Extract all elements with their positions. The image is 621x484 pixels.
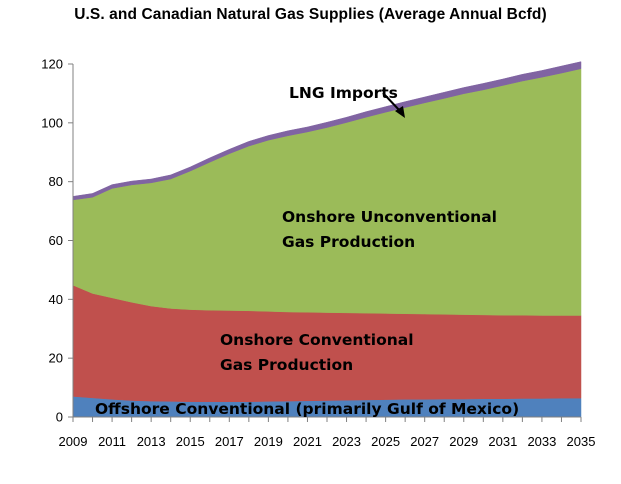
y-tick-label: 80 (49, 174, 63, 189)
x-tick-label: 2011 (98, 434, 126, 449)
area-onshore-unconventional-gas-production (72, 68, 582, 316)
y-tick-label: 120 (41, 57, 63, 72)
y-tick-label: 40 (49, 292, 63, 307)
x-tick-label: 2027 (410, 434, 439, 449)
y-tick-label: 60 (49, 233, 63, 248)
y-tick-label: 0 (56, 410, 63, 425)
x-tick-label: 2029 (449, 434, 478, 449)
area-labels: LNG Imports Onshore Unconventional Gas P… (95, 84, 519, 418)
x-tick-label: 2017 (215, 434, 244, 449)
lng-imports-label: LNG Imports (289, 84, 398, 102)
x-tick-label: 2021 (293, 434, 322, 449)
plot-areas (72, 61, 582, 418)
x-tick-label: 2035 (567, 434, 596, 449)
chart-title: U.S. and Canadian Natural Gas Supplies (… (74, 6, 547, 23)
x-tick-label: 2019 (254, 434, 283, 449)
x-tick-label: 2009 (59, 434, 88, 449)
x-tick-label: 2015 (176, 434, 205, 449)
area-lng-imports (72, 61, 582, 201)
conventional-label-line2: Gas Production (220, 356, 353, 374)
y-tick-label: 20 (49, 351, 63, 366)
lng-arrow-head (395, 106, 405, 118)
x-tick-label: 2033 (527, 434, 556, 449)
conventional-label-line1: Onshore Conventional (220, 331, 414, 349)
x-tick-label: 2023 (332, 434, 361, 449)
unconventional-label-line2: Gas Production (282, 233, 415, 251)
y-axis-ticks: 0 20 40 60 80 100 120 (41, 57, 73, 425)
unconventional-label-line1: Onshore Unconventional (282, 208, 497, 226)
x-tick-label: 2031 (488, 434, 517, 449)
x-tick-label: 2013 (137, 434, 166, 449)
y-tick-label: 100 (41, 115, 63, 130)
x-tick-label: 2025 (371, 434, 400, 449)
offshore-label: Offshore Conventional (primarily Gulf of… (95, 400, 519, 418)
lng-arrow-line (382, 92, 402, 113)
x-axis-ticks: 2009 2011 2013 2015 2017 2019 2021 2023 2025 2027… (59, 417, 596, 449)
